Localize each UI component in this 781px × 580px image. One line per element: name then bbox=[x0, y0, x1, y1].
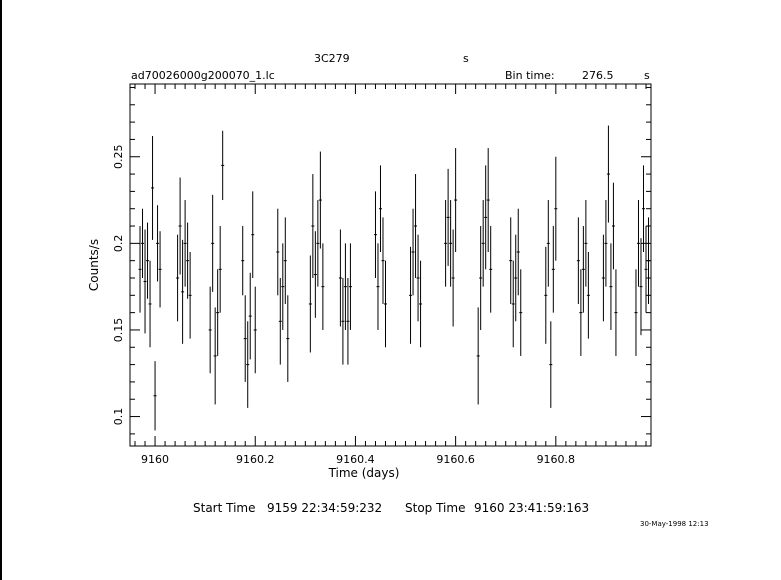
axis-ticks: 9160 9160.2 9160.4 9160.6 9160.8 0.1 0.15 0.2 0.… bbox=[112, 84, 651, 466]
y-tick-label: 0.1 bbox=[112, 408, 125, 426]
data-points bbox=[138, 125, 650, 431]
window-left-border bbox=[0, 0, 2, 580]
y-tick-label: 0.15 bbox=[112, 318, 125, 343]
file-name: ad70026000g200070_1.lc bbox=[131, 69, 275, 82]
x-axis-label: Time (days) bbox=[328, 466, 400, 480]
y-tick-label: 0.25 bbox=[112, 144, 125, 169]
stop-time-value: 9160 23:41:59:163 bbox=[474, 501, 590, 515]
header-unit: s bbox=[463, 52, 469, 65]
bin-time-label: Bin time: bbox=[505, 69, 555, 82]
x-tick-label: 9160.6 bbox=[436, 453, 475, 466]
y-axis-label: Counts/s bbox=[87, 239, 101, 291]
plot-date-stamp: 30-May-1998 12:13 bbox=[640, 520, 709, 528]
y-tick-label: 0.2 bbox=[112, 235, 125, 253]
stop-time-label: Stop Time bbox=[405, 501, 466, 515]
plot-frame bbox=[129, 83, 652, 447]
x-tick-label: 9160.4 bbox=[336, 453, 375, 466]
bin-time-unit: s bbox=[644, 69, 650, 82]
bin-time-value: 276.5 bbox=[582, 69, 614, 82]
x-tick-label: 9160 bbox=[141, 453, 169, 466]
x-tick-label: 9160.2 bbox=[236, 453, 275, 466]
start-time-label: Start Time bbox=[193, 501, 256, 515]
start-time-value: 9159 22:34:59:232 bbox=[267, 501, 383, 515]
x-tick-label: 9160.8 bbox=[537, 453, 576, 466]
object-name: 3C279 bbox=[314, 52, 350, 65]
